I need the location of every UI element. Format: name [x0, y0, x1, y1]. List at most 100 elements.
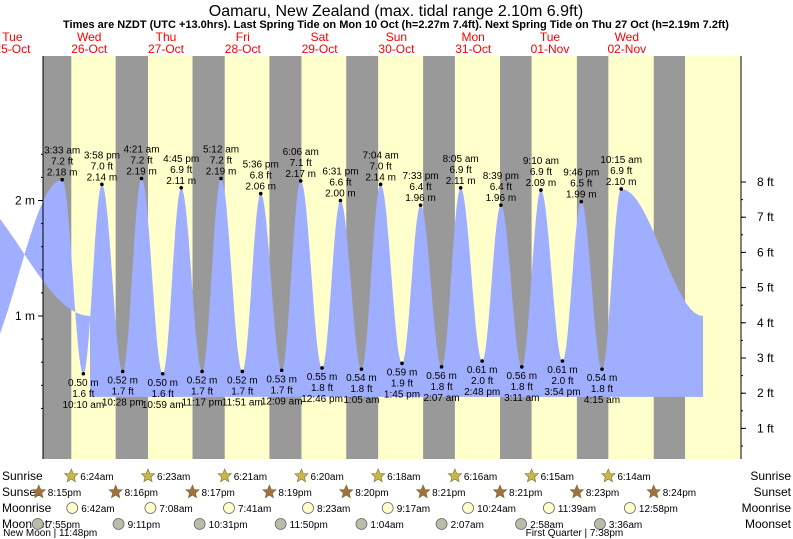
- high-tide-time: 7:33 pm: [402, 171, 438, 182]
- low-tide-m: 0.56 m: [506, 371, 537, 382]
- low-tide-ft: 1.8 ft: [311, 383, 333, 394]
- low-tide-point: [240, 369, 245, 374]
- high-tide-point: [418, 203, 423, 207]
- low-tide-time: 3:54 pm: [544, 387, 580, 398]
- low-tide-m: 0.54 m: [587, 373, 618, 384]
- moonrise-icon: [624, 502, 636, 514]
- sunrise-time: 6:20am: [310, 472, 343, 483]
- day-of-week: Tue: [2, 30, 23, 44]
- moonrise-icon: [144, 502, 157, 514]
- day-date: 25-Oct: [0, 42, 31, 56]
- moonrise-time: 11:39am: [558, 504, 596, 515]
- low-tide-m: 0.59 m: [387, 367, 418, 378]
- high-tide-ft: 6.5 ft: [570, 179, 592, 190]
- low-tide-m: 0.50 m: [147, 378, 178, 389]
- day-of-week: Sat: [311, 30, 330, 44]
- high-tide-time: 3:58 pm: [84, 150, 120, 161]
- low-tide-m: 0.52 m: [227, 375, 258, 386]
- moonset-time: 2:58am: [530, 520, 563, 531]
- astro-row-label-right: Moonset: [745, 517, 792, 531]
- sunrise-icon: [63, 468, 79, 483]
- high-tide-ft: 7.1 ft: [290, 158, 312, 169]
- tide-labels: 0.53 m1.7 ft9:41 pm3:33 am7.2 ft2.18 m0.…: [44, 145, 642, 411]
- day-date: 27-Oct: [148, 42, 185, 56]
- high-tide-ft: 6.4 ft: [490, 182, 512, 193]
- sunset-time: 8:16pm: [125, 488, 158, 499]
- moonrise-time: 7:41am: [238, 504, 271, 515]
- sunset-time: 8:15pm: [48, 488, 81, 499]
- sunset-time: 8:23pm: [586, 488, 619, 499]
- sunset-time: 8:21pm: [509, 488, 542, 499]
- high-tide-ft: 6.8 ft: [250, 171, 272, 182]
- astro-row-label-right: Moonrise: [742, 501, 792, 515]
- high-tide-m: 1.96 m: [486, 193, 517, 204]
- moonrise-time: 12:58pm: [639, 504, 678, 515]
- moonset-icon: [112, 518, 125, 530]
- low-tide-time: 3:11 am: [504, 393, 539, 404]
- moonrise-icon: [462, 502, 474, 514]
- day-of-week: Fri: [236, 30, 250, 44]
- high-tide-ft: 6.9 ft: [170, 165, 192, 176]
- right-axis-tick-label: 3 ft: [757, 351, 774, 365]
- day-of-week: Sun: [386, 30, 407, 44]
- moonset-time: 10:31pm: [209, 520, 248, 531]
- day-of-week: Mon: [462, 30, 485, 44]
- high-tide-point: [179, 185, 183, 190]
- low-tide-time: 10:28 pm: [102, 397, 144, 408]
- astro-row-label-left: Sunset: [2, 485, 40, 499]
- low-tide-point: [120, 369, 125, 374]
- high-tide-point: [378, 182, 383, 187]
- high-tide-point: [619, 187, 623, 191]
- low-tide-ft: 2.0 ft: [551, 376, 573, 387]
- sunrise-icon: [370, 468, 386, 483]
- sunrise-time: 6:24am: [80, 472, 113, 483]
- left-axis-tick-label: 1 m: [15, 309, 35, 323]
- low-tide-ft: 2.0 ft: [471, 376, 493, 387]
- low-tide-ft: 1.6 ft: [72, 389, 94, 400]
- day-date: 30-Oct: [378, 42, 415, 56]
- sunrise-time: 6:21am: [234, 472, 267, 483]
- moon-phase-label: First Quarter | 7:38pm: [526, 528, 624, 539]
- sunrise-icon: [600, 468, 616, 483]
- high-tide-point: [139, 176, 144, 181]
- right-axis-tick-label: 7 ft: [757, 210, 774, 224]
- low-tide-point: [359, 367, 364, 371]
- moonrise-time: 7:08am: [159, 504, 192, 515]
- low-tide-time: 2:07 am: [424, 393, 460, 404]
- high-tide-m: 1.96 m: [405, 193, 436, 204]
- right-axis-tick-label: 6 ft: [757, 245, 774, 259]
- day-date: 28-Oct: [225, 42, 262, 56]
- low-tide-ft: 1.7 ft: [191, 386, 213, 397]
- high-tide-m: 2.19 m: [126, 167, 157, 178]
- low-tide-ft: 1.8 ft: [430, 382, 452, 393]
- high-tide-time: 6:06 am: [283, 147, 319, 158]
- day-date: 26-Oct: [71, 42, 108, 56]
- low-tide-ft: 1.7 ft: [231, 386, 253, 397]
- high-tide-m: 2.11 m: [166, 176, 196, 187]
- sunrise-icon: [447, 468, 463, 483]
- axes: 1 m 2 m 1 ft 2 ft 3 ft 4 ft 5 ft 6 ft 7 ft 8 ft: [15, 56, 774, 459]
- sunrise-time: 6:14am: [617, 472, 650, 483]
- high-tide-ft: 7.0 ft: [91, 161, 113, 172]
- moonrise-time: 9:17am: [397, 504, 430, 515]
- day-of-week: Wed: [77, 30, 101, 44]
- sunrise-time: 6:15am: [541, 472, 574, 483]
- moonrise-time: 6:42am: [81, 504, 114, 515]
- moonset-icon: [594, 518, 606, 530]
- low-tide-ft: 1.8 ft: [350, 384, 372, 395]
- moonset-time: 9:11pm: [128, 520, 161, 531]
- right-axis-tick-label: 8 ft: [757, 175, 774, 189]
- high-tide-ft: 7.2 ft: [51, 157, 73, 168]
- low-tide-point: [600, 367, 604, 371]
- low-tide-point: [320, 366, 324, 370]
- high-tide-ft: 7.2 ft: [210, 156, 232, 167]
- low-tide-time: 10:10 am: [62, 400, 104, 411]
- high-tide-m: 2.09 m: [526, 178, 557, 189]
- high-tide-time: 10:15 am: [600, 155, 642, 166]
- low-tide-time: 2:48 pm: [464, 387, 500, 398]
- tide-area: [0, 178, 703, 397]
- low-tide-ft: 1.7 ft: [271, 385, 293, 396]
- moonset-time: 3:36am: [609, 520, 642, 531]
- low-tide-point: [439, 365, 444, 369]
- high-tide-time: 8:05 am: [443, 154, 479, 165]
